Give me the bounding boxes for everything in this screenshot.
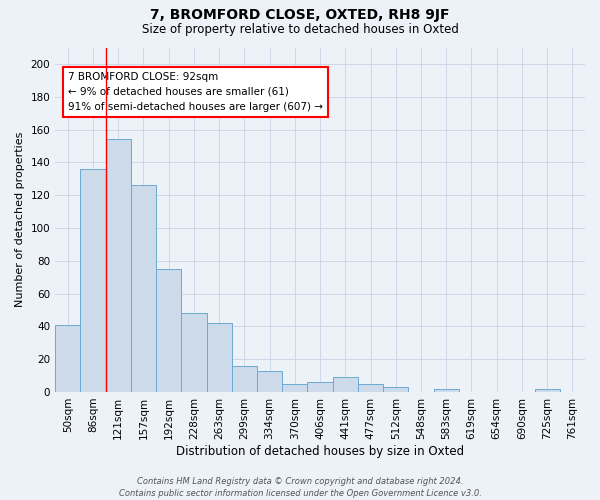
Bar — [282, 384, 307, 392]
Bar — [181, 313, 206, 392]
Bar — [131, 186, 156, 392]
Bar — [307, 382, 332, 392]
Bar — [232, 366, 257, 392]
Bar — [358, 384, 383, 392]
Text: 7, BROMFORD CLOSE, OXTED, RH8 9JF: 7, BROMFORD CLOSE, OXTED, RH8 9JF — [150, 8, 450, 22]
Bar — [383, 387, 409, 392]
Bar — [535, 388, 560, 392]
Bar — [206, 323, 232, 392]
Bar — [156, 269, 181, 392]
Bar — [257, 370, 282, 392]
Bar — [55, 324, 80, 392]
Bar — [434, 388, 459, 392]
Bar — [332, 377, 358, 392]
Bar — [106, 140, 131, 392]
Text: Contains HM Land Registry data © Crown copyright and database right 2024.
Contai: Contains HM Land Registry data © Crown c… — [119, 476, 481, 498]
Text: Size of property relative to detached houses in Oxted: Size of property relative to detached ho… — [142, 22, 458, 36]
Y-axis label: Number of detached properties: Number of detached properties — [15, 132, 25, 308]
Bar — [80, 169, 106, 392]
Text: 7 BROMFORD CLOSE: 92sqm
← 9% of detached houses are smaller (61)
91% of semi-det: 7 BROMFORD CLOSE: 92sqm ← 9% of detached… — [68, 72, 323, 112]
X-axis label: Distribution of detached houses by size in Oxted: Distribution of detached houses by size … — [176, 444, 464, 458]
